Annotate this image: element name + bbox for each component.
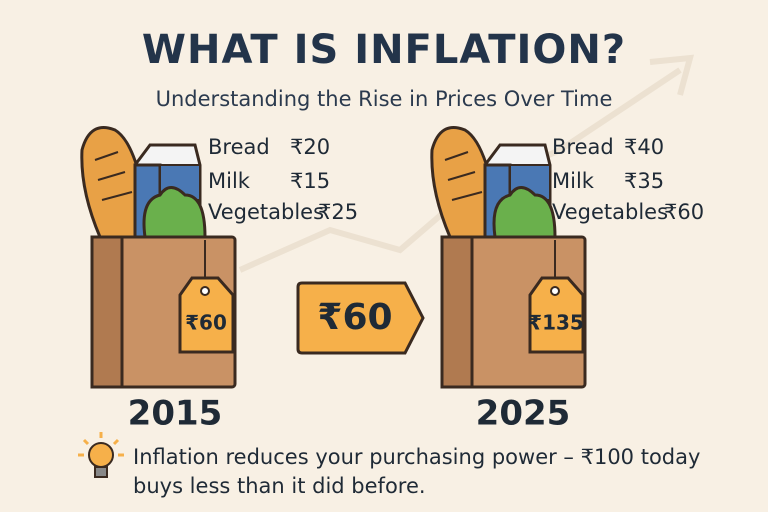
item-price: ₹25 xyxy=(318,200,358,224)
note-line: Inflation reduces your purchasing power … xyxy=(133,445,700,469)
basket-2015 xyxy=(80,126,237,389)
item-price: ₹35 xyxy=(624,169,664,193)
item-name: Milk xyxy=(208,169,251,193)
arrow-tag xyxy=(296,281,425,355)
item-price: ₹20 xyxy=(290,135,330,159)
title: WHAT IS INFLATION? xyxy=(142,27,626,73)
note-line: buys less than it did before. xyxy=(133,474,426,498)
year: 2025 xyxy=(476,394,571,434)
item-price: ₹15 xyxy=(290,169,330,193)
arrow-label: ₹60 xyxy=(317,297,392,338)
item-name: Milk xyxy=(552,169,595,193)
basket-2025 xyxy=(430,126,587,389)
subtitle: Understanding the Rise in Prices Over Ti… xyxy=(156,87,613,111)
item-name: Bread xyxy=(552,135,614,159)
item-name: Vegetables xyxy=(552,200,668,224)
price-tag: ₹60 xyxy=(185,311,227,335)
bulb-icon xyxy=(78,432,124,478)
price-tag: ₹135 xyxy=(528,311,584,335)
trend-decoration xyxy=(238,67,682,273)
item-name: Vegetables xyxy=(208,200,324,224)
trend-arrowhead xyxy=(649,54,695,96)
year: 2015 xyxy=(128,394,223,434)
item-name: Bread xyxy=(208,135,270,159)
item-price: ₹60 xyxy=(664,200,704,224)
item-price: ₹40 xyxy=(624,135,664,159)
